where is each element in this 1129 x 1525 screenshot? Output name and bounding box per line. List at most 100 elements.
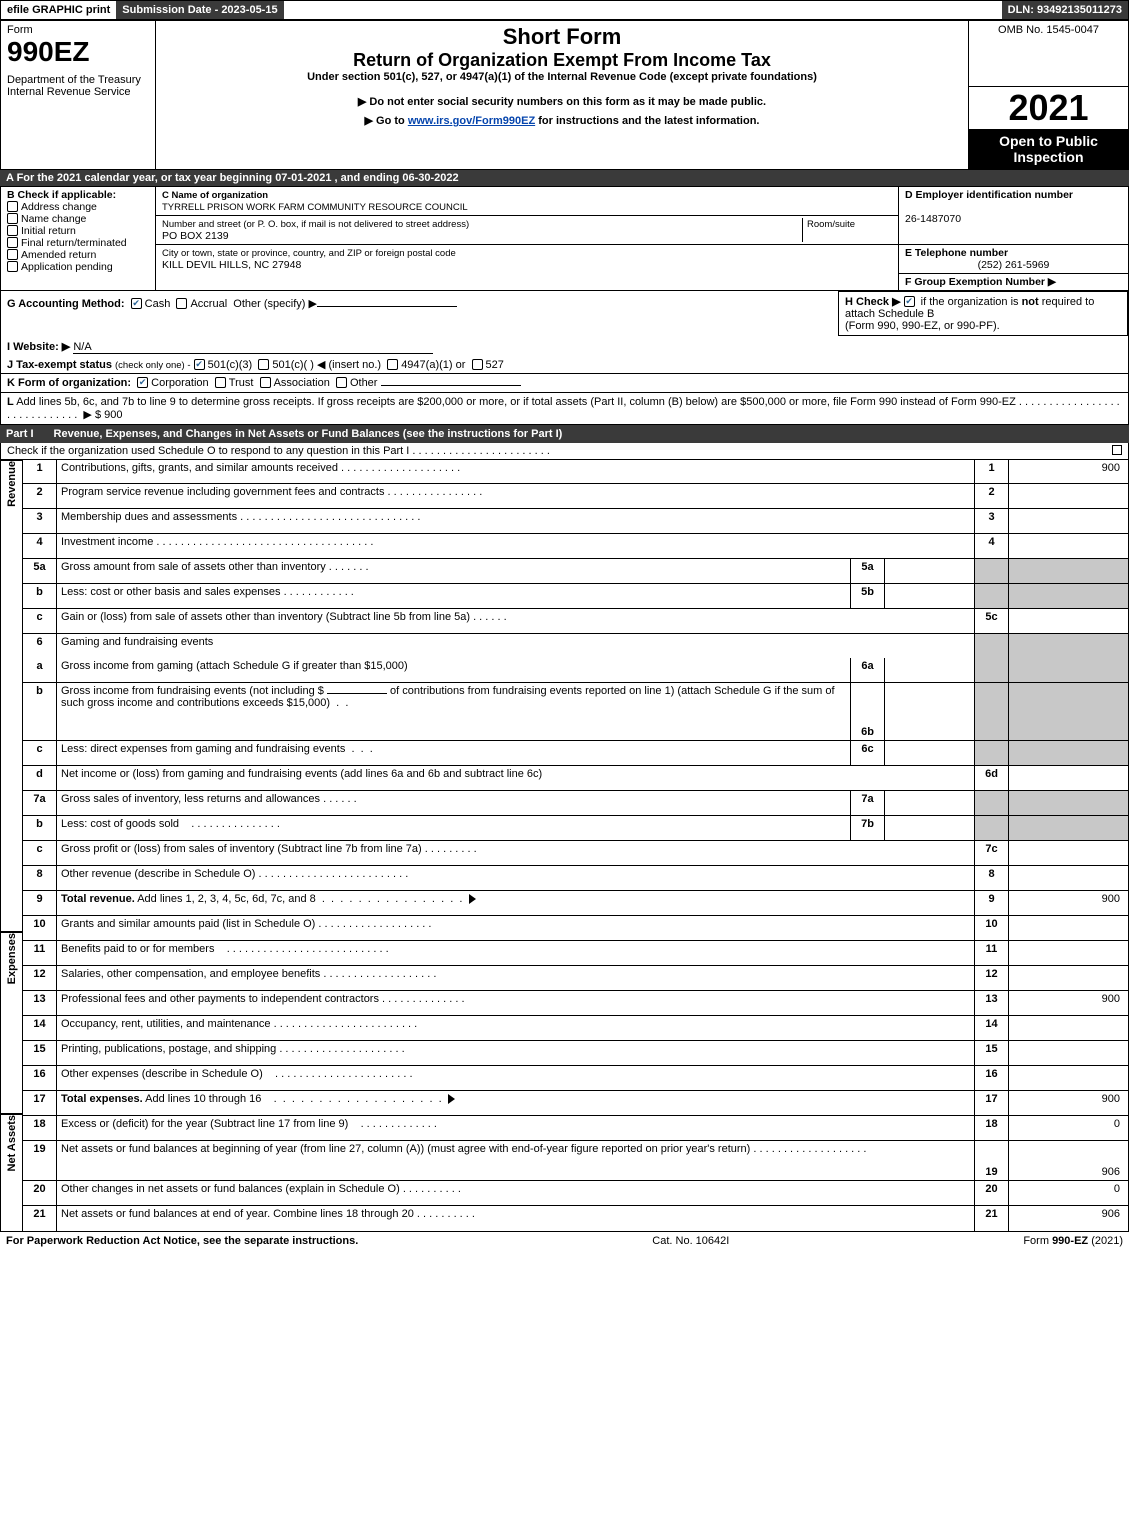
chk-cash[interactable]	[131, 298, 142, 309]
chk-name-change[interactable]: Name change	[7, 213, 149, 225]
row-19: 19Net assets or fund balances at beginni…	[23, 1141, 1129, 1181]
row-6d: dNet income or (loss) from gaming and fu…	[23, 765, 1129, 790]
box-b-title: B Check if applicable:	[7, 189, 149, 201]
street: PO BOX 2139	[162, 230, 229, 242]
box-e-title: E Telephone number	[905, 247, 1008, 259]
form-header: Form 990EZ Department of the Treasury In…	[0, 20, 1129, 170]
row-4: 4Investment income . . . . . . . . . . .…	[23, 534, 1129, 559]
part1-label: Part I	[6, 428, 34, 440]
row-7b: bLess: cost of goods sold . . . . . . . …	[23, 815, 1129, 840]
line-i-label: I Website: ▶	[7, 341, 70, 353]
chk-address-change[interactable]: Address change	[7, 201, 149, 213]
part1-note: Check if the organization used Schedule …	[0, 443, 1129, 460]
chk-corp[interactable]	[137, 377, 148, 388]
chk-initial-return[interactable]: Initial return	[7, 225, 149, 237]
other-org-input[interactable]	[381, 385, 521, 386]
room-title: Room/suite	[807, 219, 855, 230]
under-section: Under section 501(c), 527, or 4947(a)(1)…	[162, 71, 962, 83]
row-6b: bGross income from fundraising events (n…	[23, 682, 1129, 740]
chk-accrual[interactable]	[176, 298, 187, 309]
footer-left: For Paperwork Reduction Act Notice, see …	[6, 1235, 358, 1247]
line-a: A For the 2021 calendar year, or tax yea…	[0, 170, 1129, 186]
line-h-label: H Check ▶	[845, 296, 901, 308]
arrow-icon	[469, 894, 476, 904]
row-7a: 7aGross sales of inventory, less returns…	[23, 790, 1129, 815]
dept-treasury: Department of the Treasury Internal Reve…	[7, 74, 149, 98]
row-1: 1Contributions, gifts, grants, and simil…	[23, 460, 1129, 484]
row-20: 20Other changes in net assets or fund ba…	[23, 1181, 1129, 1206]
form-number: 990EZ	[7, 36, 149, 68]
row-16: 16Other expenses (describe in Schedule O…	[23, 1066, 1129, 1091]
part1-table: Revenue Expenses Net Assets 1Contributio…	[0, 460, 1129, 1232]
row-6c: cLess: direct expenses from gaming and f…	[23, 740, 1129, 765]
vert-expenses: Expenses	[6, 933, 18, 984]
row-2: 2Program service revenue including gover…	[23, 484, 1129, 509]
row-10: 10Grants and similar amounts paid (list …	[23, 916, 1129, 941]
no-ssn-note: ▶ Do not enter social security numbers o…	[162, 95, 962, 108]
form-word: Form	[7, 24, 149, 36]
footer-mid: Cat. No. 10642I	[652, 1235, 729, 1247]
gross-receipts: 900	[104, 409, 122, 421]
row-15: 15Printing, publications, postage, and s…	[23, 1041, 1129, 1066]
footer-right: Form 990-EZ (2021)	[1023, 1235, 1123, 1247]
box-d-title: D Employer identification number	[905, 189, 1073, 201]
chk-assoc[interactable]	[260, 377, 271, 388]
ein: 26-1487070	[905, 213, 961, 225]
chk-527[interactable]	[472, 359, 483, 370]
street-title: Number and street (or P. O. box, if mail…	[162, 219, 469, 230]
chk-501c3[interactable]	[194, 359, 205, 370]
row-13: 13Professional fees and other payments t…	[23, 991, 1129, 1016]
omb-no: OMB No. 1545-0047	[975, 24, 1122, 36]
row-9: 9Total revenue. Add lines 1, 2, 3, 4, 5c…	[23, 891, 1129, 916]
chk-4947[interactable]	[387, 359, 398, 370]
city: KILL DEVIL HILLS, NC 27948	[162, 259, 301, 271]
topbar-spacer	[284, 1, 1002, 19]
submission-date: Submission Date - 2023-05-15	[116, 1, 283, 19]
chk-schedule-o[interactable]	[1112, 445, 1122, 455]
dln: DLN: 93492135011273	[1002, 1, 1128, 19]
row-18: 18Excess or (deficit) for the year (Subt…	[23, 1116, 1129, 1141]
short-form-title: Short Form	[162, 24, 962, 50]
chk-amended-return[interactable]: Amended return	[7, 249, 149, 261]
chk-h[interactable]	[904, 296, 915, 307]
chk-trust[interactable]	[215, 377, 226, 388]
other-specify-input[interactable]	[317, 306, 457, 307]
line-k-label: K Form of organization:	[7, 377, 131, 389]
box-c-title: C Name of organization	[162, 190, 268, 201]
goto-note: ▶ Go to www.irs.gov/Form990EZ for instru…	[162, 114, 962, 127]
row-5b: bLess: cost or other basis and sales exp…	[23, 584, 1129, 609]
line-j-label: J Tax-exempt status	[7, 359, 112, 371]
chk-application-pending[interactable]: Application pending	[7, 261, 149, 273]
irs-link[interactable]: www.irs.gov/Form990EZ	[408, 115, 535, 127]
efile-label: efile GRAPHIC print	[1, 1, 116, 19]
part1-title: Revenue, Expenses, and Changes in Net As…	[54, 428, 563, 440]
page-footer: For Paperwork Reduction Act Notice, see …	[0, 1232, 1129, 1250]
row-6: 6Gaming and fundraising events	[23, 634, 1129, 658]
org-name: TYRRELL PRISON WORK FARM COMMUNITY RESOU…	[162, 202, 468, 213]
website-value: N/A	[73, 341, 433, 354]
line-k: K Form of organization: Corporation Trus…	[0, 374, 1129, 393]
vert-revenue: Revenue	[6, 461, 18, 507]
row-8: 8Other revenue (describe in Schedule O) …	[23, 866, 1129, 891]
line-l: L Add lines 5b, 6c, and 7b to line 9 to …	[0, 393, 1129, 425]
vert-netassets: Net Assets	[6, 1115, 18, 1171]
line-l-text: Add lines 5b, 6c, and 7b to line 9 to de…	[7, 396, 1120, 421]
part1-header: Part I Revenue, Expenses, and Changes in…	[0, 425, 1129, 443]
line-j-note: (check only one) -	[115, 360, 191, 371]
info-table: B Check if applicable: Address change Na…	[0, 186, 1129, 291]
arrow-icon	[448, 1094, 455, 1104]
line-g-label: G Accounting Method:	[7, 298, 125, 310]
row-14: 14Occupancy, rent, utilities, and mainte…	[23, 1016, 1129, 1041]
row-7c: cGross profit or (loss) from sales of in…	[23, 841, 1129, 866]
row-3: 3Membership dues and assessments . . . .…	[23, 509, 1129, 534]
chk-501c[interactable]	[258, 359, 269, 370]
top-bar: efile GRAPHIC print Submission Date - 20…	[0, 0, 1129, 20]
chk-other-org[interactable]	[336, 377, 347, 388]
tax-year: 2021	[969, 87, 1128, 129]
ghijkl-block: G Accounting Method: Cash Accrual Other …	[0, 291, 1129, 374]
row-12: 12Salaries, other compensation, and empl…	[23, 966, 1129, 991]
row-6a: aGross income from gaming (attach Schedu…	[23, 658, 1129, 682]
row-11: 11Benefits paid to or for members . . . …	[23, 941, 1129, 966]
chk-final-return[interactable]: Final return/terminated	[7, 237, 149, 249]
return-title: Return of Organization Exempt From Incom…	[162, 50, 962, 71]
